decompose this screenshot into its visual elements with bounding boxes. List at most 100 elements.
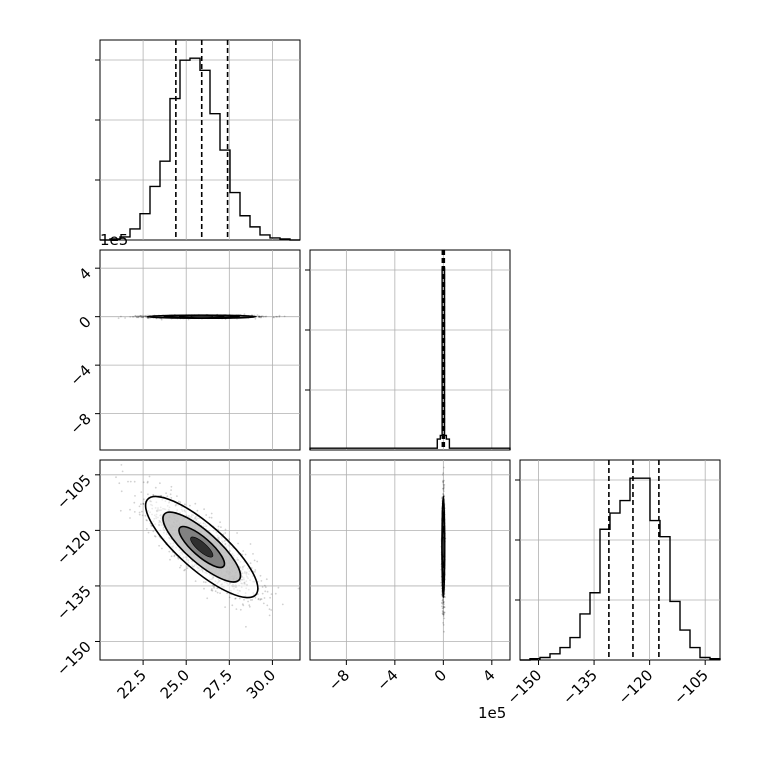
scatter-panel-2-1-point xyxy=(442,607,445,610)
scatter-panel-2-0-point xyxy=(241,603,244,606)
scatter-panel-2-1-point xyxy=(443,606,445,608)
scatter-panel-2-0-point xyxy=(152,494,155,496)
scatter-panel-2-0-point xyxy=(248,604,251,607)
scatter-panel-1-0-point xyxy=(258,315,261,318)
scatter-panel-2-0-point xyxy=(239,608,242,611)
scatter-panel-2-0-point xyxy=(147,493,149,496)
scatter-panel-1-0-point xyxy=(272,316,275,319)
scatter-panel-2-0-point xyxy=(234,597,237,600)
scatter-panel-2-0-point xyxy=(264,586,267,589)
scatter-panel-2-1-point xyxy=(443,617,446,620)
scatter-panel-2-0-point xyxy=(236,532,239,534)
scatter-panel-2-1-point xyxy=(442,485,445,488)
scatter-panel-1-0-point xyxy=(124,317,126,319)
scatter-panel-2-0-point xyxy=(170,485,173,488)
scatter-panel-2-0-point xyxy=(115,476,117,479)
scatter-panel-1-0-point xyxy=(262,315,265,318)
scatter-panel-2-0-point xyxy=(219,592,222,595)
scatter-panel-2-0-point xyxy=(118,482,121,485)
scatter-panel-1-0-point xyxy=(259,316,261,318)
scatter-panel-2-0-point xyxy=(266,590,269,593)
scatter-panel-2-0-point xyxy=(169,558,171,561)
scatter-panel-2-0-point xyxy=(216,591,219,594)
scatter-panel-2-0-point xyxy=(176,495,178,497)
scatter-panel-2-0-point xyxy=(245,625,247,628)
scatter-panel-2-0-point xyxy=(261,592,264,595)
scatter-panel-2-0-point xyxy=(141,510,143,513)
scatter-panel-1-0-point xyxy=(135,315,137,317)
x-tick-label-param-0-3: 30.0 xyxy=(243,666,279,702)
scatter-panel-2-0-point xyxy=(249,562,252,565)
scatter-panel-1-0-point xyxy=(136,316,139,319)
scatter-panel-2-0-point xyxy=(133,501,136,504)
scatter-panel-1-0-point xyxy=(138,315,141,318)
scatter-panel-1-0-point xyxy=(140,316,143,318)
scatter-panel-2-0-point xyxy=(274,592,277,595)
scatter-panel-2-0-point xyxy=(226,592,229,595)
scatter-panel-2-0-point xyxy=(254,571,256,573)
scatter-panel-2-0-point xyxy=(170,489,173,491)
x-tick-label-param-1-3: 4 xyxy=(479,666,498,685)
scatter-panel-1-0-point xyxy=(143,315,146,318)
hist-panel-1-yticks xyxy=(305,269,310,391)
scatter-panel-2-0-point xyxy=(133,511,136,513)
scatter-panel-2-0-point xyxy=(145,519,148,521)
scatter-panel-1-0-point xyxy=(131,315,134,318)
scatter-panel-2-0-point xyxy=(194,502,197,505)
scatter-panel-1-0-point xyxy=(138,314,141,317)
scatter-panel-1-0-point xyxy=(137,315,139,317)
scatter-panel-2-0-point xyxy=(228,538,231,541)
scatter-panel-2-1-point xyxy=(443,479,445,482)
scatter-panel-2-0-point xyxy=(177,500,180,503)
scatter-panel-2-0-point xyxy=(196,509,199,512)
scatter-panel-2-0-point xyxy=(146,519,148,522)
scatter-panel-2-1 xyxy=(309,459,511,661)
scatter-panel-2-0-point xyxy=(150,524,153,527)
scatter-panel-2-0-point xyxy=(249,543,252,545)
scatter-panel-2-0-point xyxy=(159,482,161,485)
scatter-panel-2-1-point xyxy=(442,492,444,495)
y-tick-label-param-2-2: −120 xyxy=(53,526,95,568)
scatter-panel-2-0-point xyxy=(260,598,263,600)
scatter-panel-2-0-point xyxy=(120,490,123,493)
scatter-panel-1-0-point xyxy=(141,316,144,319)
scatter-panel-1-0-point xyxy=(132,315,135,318)
scatter-panel-2-0-point xyxy=(253,559,256,562)
scatter-panel-2-1-contour-3 xyxy=(441,536,445,558)
scatter-panel-2-0-point xyxy=(213,586,215,589)
scatter-panel-1-0-grid xyxy=(100,250,300,450)
scatter-panel-2-0-point xyxy=(214,590,217,593)
scatter-panel-2-1-point xyxy=(442,613,445,616)
scatter-panel-2-0-point xyxy=(158,544,161,547)
scatter-panel-2-0-point xyxy=(256,560,259,563)
scatter-panel-1-0-point xyxy=(140,316,143,319)
scatter-panel-1-0 xyxy=(99,249,301,451)
scatter-panel-2-0-point xyxy=(146,481,149,484)
scatter-panel-1-0-point xyxy=(160,318,163,321)
scatter-panel-1-0-point xyxy=(260,316,262,319)
scatter-panel-2-1-point xyxy=(442,611,444,613)
scatter-panel-2-0-point xyxy=(277,586,280,589)
scatter-panel-2-0-point xyxy=(224,528,227,531)
scatter-panel-2-0-point xyxy=(262,602,265,605)
scatter-panel-1-0-point xyxy=(137,315,140,318)
scatter-panel-2-0-point xyxy=(133,480,136,483)
scatter-panel-2-0-point xyxy=(152,494,155,496)
scatter-panel-2-0-point xyxy=(257,598,260,601)
scatter-panel-2-0-point xyxy=(228,596,231,599)
scatter-panel-1-0-contours xyxy=(146,314,257,319)
scatter-panel-2-0-point xyxy=(210,512,213,515)
scatter-panel-2-1-point xyxy=(443,490,445,493)
hist-panel-1-quantiles xyxy=(441,250,446,450)
scatter-panel-2-0-point xyxy=(120,464,123,466)
scatter-panel-2-0-point xyxy=(259,598,262,600)
scatter-panel-1-0-point xyxy=(256,314,259,317)
scatter-panel-1-0-point xyxy=(259,315,261,318)
x-tick-label-param-0-1: 25.0 xyxy=(157,666,193,702)
x-tick-label-param-2-2: −120 xyxy=(615,666,657,708)
scatter-panel-2-0-point xyxy=(140,503,142,506)
scatter-panel-2-0-point xyxy=(251,599,254,601)
scatter-panel-1-0-point xyxy=(257,316,260,318)
scatter-panel-2-0-point xyxy=(260,580,263,582)
scatter-panel-2-0-point xyxy=(211,588,213,590)
